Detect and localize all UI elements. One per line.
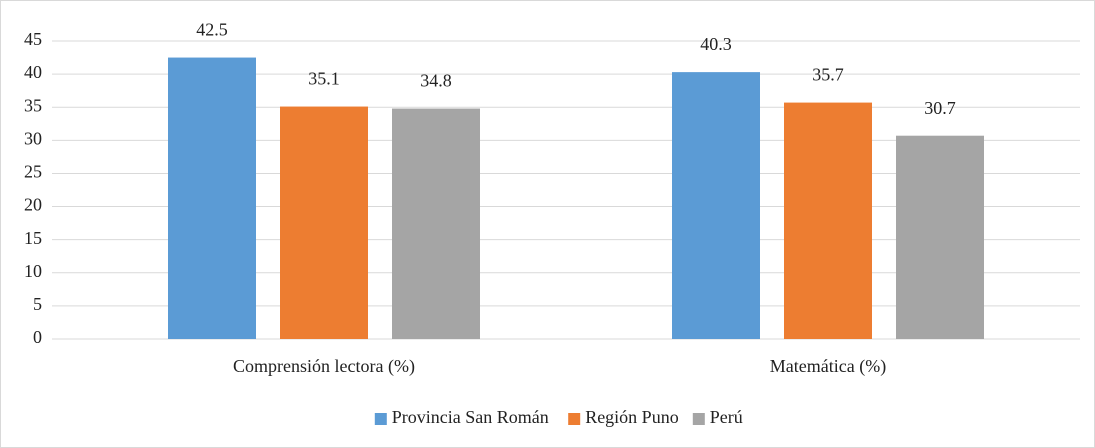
y-tick-label: 10 <box>24 261 42 281</box>
y-tick-label: 45 <box>24 29 42 49</box>
y-tick-label: 20 <box>24 195 42 215</box>
bar <box>896 135 984 339</box>
y-tick-label: 15 <box>24 228 42 248</box>
legend-swatch <box>568 413 581 425</box>
y-tick-label: 0 <box>33 327 42 347</box>
legend-swatch <box>692 413 705 425</box>
legend-label: Perú <box>710 407 743 427</box>
y-tick-label: 40 <box>24 62 42 82</box>
bar <box>168 57 256 340</box>
data-label: 40.3 <box>700 34 732 54</box>
data-label: 30.7 <box>924 98 956 118</box>
legend-label: Región Puno <box>585 407 679 427</box>
bar <box>280 106 368 339</box>
legend-label: Provincia San Román <box>392 407 549 427</box>
data-label: 35.1 <box>308 69 340 89</box>
y-tick-label: 25 <box>24 162 42 182</box>
x-tick-label: Matemática (%) <box>770 356 886 377</box>
bar <box>672 72 760 339</box>
data-label: 35.7 <box>812 65 844 85</box>
bar <box>784 102 872 339</box>
data-label: 42.5 <box>196 20 228 40</box>
x-tick-label: Comprensión lectora (%) <box>233 356 415 377</box>
y-tick-label: 5 <box>33 294 42 314</box>
legend-swatch <box>374 413 387 425</box>
data-label: 34.8 <box>420 71 452 91</box>
y-tick-label: 30 <box>24 128 42 148</box>
y-tick-label: 35 <box>24 95 42 115</box>
bar <box>392 108 480 340</box>
